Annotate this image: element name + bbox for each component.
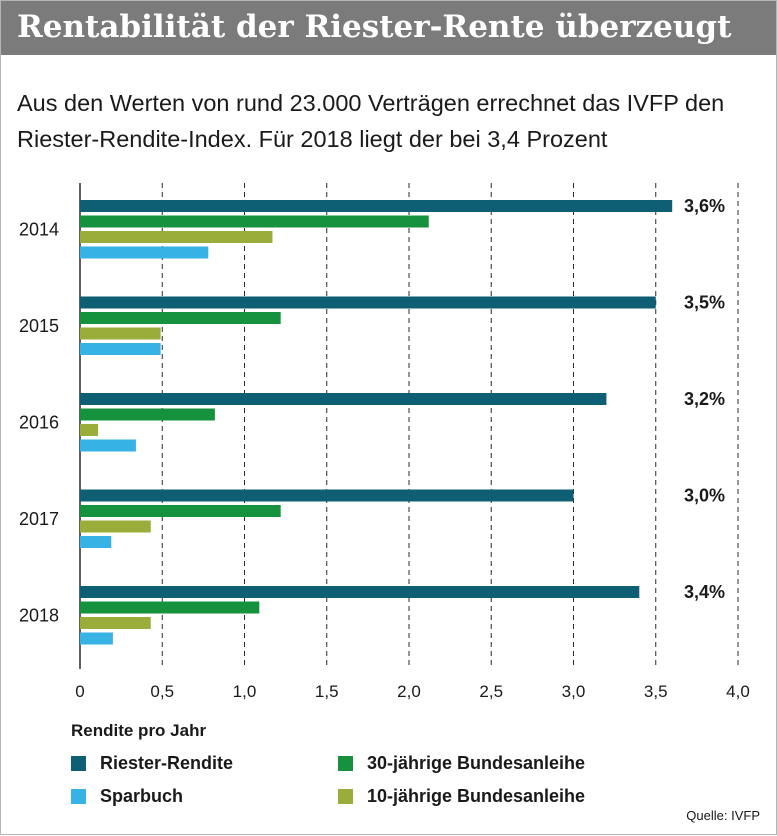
bar [80, 296, 656, 309]
data-label: 3,0% [684, 486, 725, 506]
bar [80, 489, 574, 502]
legend-title: Rendite pro Jahr [71, 721, 207, 740]
data-label: 3,4% [684, 582, 725, 602]
x-tick-label: 2,0 [397, 682, 421, 701]
category-label: 2015 [19, 316, 59, 336]
bar [80, 424, 99, 436]
x-tick-label: 0 [75, 682, 84, 701]
legend-label-bund10: 10-jährige Bundesanleihe [367, 786, 586, 806]
x-tick-label: 1,0 [233, 682, 257, 701]
legend-swatch-riester [71, 756, 86, 771]
x-tick-label: 3,5 [644, 682, 668, 701]
x-tick-label: 0,5 [150, 682, 174, 701]
chart-subtitle: Aus den Werten von rund 23.000 Verträgen… [17, 90, 725, 152]
bar [80, 393, 607, 405]
title-bar: Rentabilität der Riester-Rente überzeugt [1, 1, 776, 55]
legend-item-bund10: 10-jährige Bundesanleihe [338, 786, 585, 807]
category-label: 2018 [19, 605, 59, 625]
bar [80, 327, 161, 340]
source-note: Quelle: IVFP [686, 808, 760, 823]
x-tick-label: 4,0 [726, 682, 750, 701]
x-tick-label: 3,0 [562, 682, 586, 701]
category-label: 2014 [19, 219, 59, 239]
legend-label-riester: Riester-Rendite [100, 753, 234, 773]
bar [80, 246, 209, 259]
bar [80, 200, 673, 212]
category-label: 2017 [19, 509, 59, 529]
bar [80, 312, 281, 324]
bar [80, 601, 260, 614]
bar [80, 343, 161, 355]
bar [80, 632, 113, 645]
bar [80, 215, 429, 228]
bar [80, 505, 281, 517]
legend-swatch-sparbuch [71, 789, 86, 804]
legend-item-riester: Riester-Rendite [71, 753, 233, 774]
legend-swatch-bund10 [338, 789, 353, 804]
data-label: 3,6% [684, 196, 725, 216]
data-label: 3,2% [684, 389, 725, 409]
category-label: 2016 [19, 412, 59, 432]
legend-label-sparbuch: Sparbuch [100, 786, 184, 806]
data-label: 3,5% [684, 293, 725, 313]
legend-item-sparbuch: Sparbuch [71, 786, 183, 807]
bar [80, 520, 151, 533]
legend-label-bund30: 30-jährige Bundesanleihe [367, 753, 586, 773]
bar [80, 408, 215, 421]
x-tick-label: 1,5 [315, 682, 339, 701]
x-tick-label: 2,5 [479, 682, 503, 701]
bar [80, 231, 273, 243]
bar [80, 439, 136, 452]
bar [80, 617, 151, 629]
chart-title: Rentabilität der Riester-Rente überzeugt [17, 9, 732, 45]
legend-swatch-bund30 [338, 756, 353, 771]
bar [80, 586, 640, 598]
bar [80, 536, 112, 548]
legend-item-bund30: 30-jährige Bundesanleihe [338, 753, 585, 774]
